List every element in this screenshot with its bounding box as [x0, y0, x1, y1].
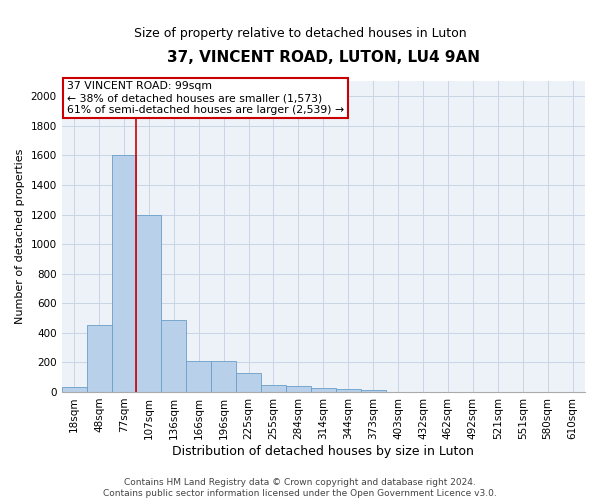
Bar: [186, 361, 211, 392]
Bar: [86, 324, 112, 392]
Text: Size of property relative to detached houses in Luton: Size of property relative to detached ho…: [134, 28, 466, 40]
Text: Contains HM Land Registry data © Crown copyright and database right 2024.
Contai: Contains HM Land Registry data © Crown c…: [103, 478, 497, 498]
Bar: [211, 361, 236, 392]
Bar: [136, 216, 161, 392]
Bar: [161, 320, 186, 392]
Title: 37, VINCENT ROAD, LUTON, LU4 9AN: 37, VINCENT ROAD, LUTON, LU4 9AN: [167, 50, 480, 65]
Bar: [361, 390, 386, 392]
Bar: [286, 386, 311, 392]
Bar: [311, 388, 336, 392]
Y-axis label: Number of detached properties: Number of detached properties: [15, 149, 25, 324]
Bar: [336, 389, 361, 392]
Bar: [62, 387, 86, 392]
X-axis label: Distribution of detached houses by size in Luton: Distribution of detached houses by size …: [172, 444, 474, 458]
Bar: [112, 156, 136, 392]
Bar: [236, 373, 261, 392]
Text: 37 VINCENT ROAD: 99sqm
← 38% of detached houses are smaller (1,573)
61% of semi-: 37 VINCENT ROAD: 99sqm ← 38% of detached…: [67, 82, 344, 114]
Bar: [261, 384, 286, 392]
